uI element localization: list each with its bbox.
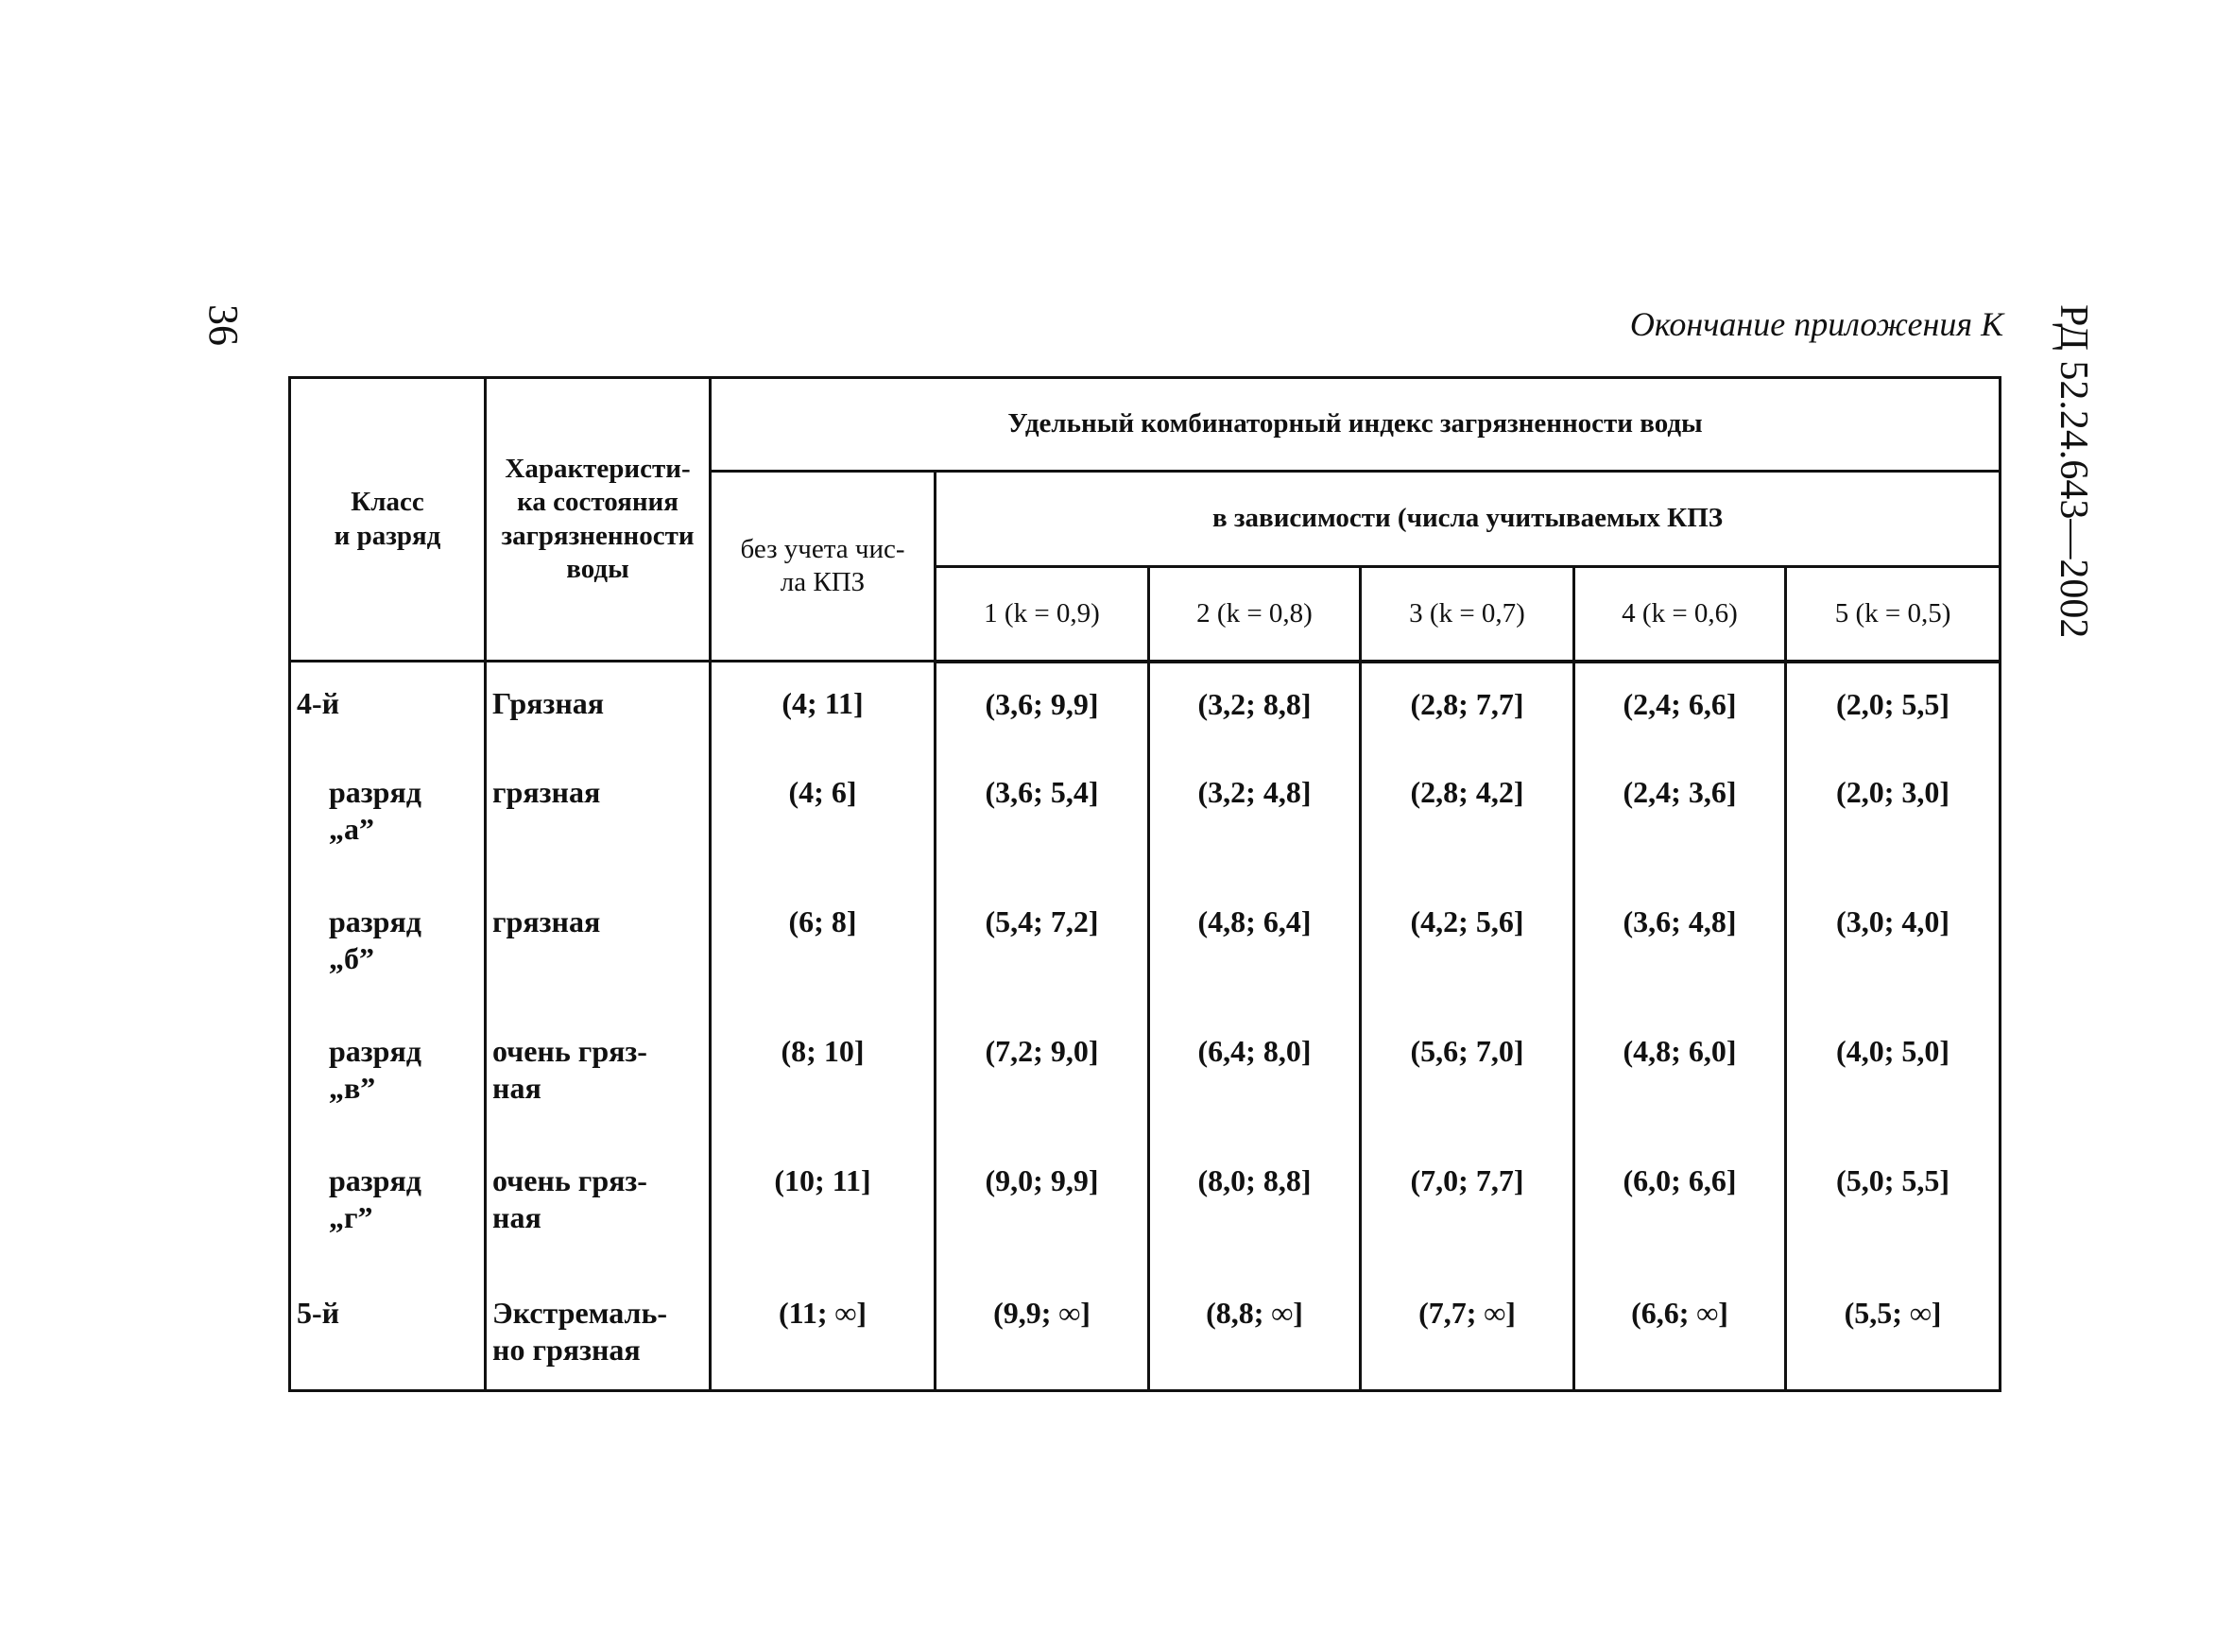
table-cell: разряд „в” — [288, 1009, 487, 1140]
table-cell: (5,5; ∞] — [1783, 1271, 2002, 1392]
table-cell: (5,0; 5,5] — [1783, 1139, 2002, 1272]
table-cell: (3,2; 8,8] — [1147, 661, 1362, 751]
page-number: 36 — [200, 304, 247, 346]
table-cell: (8,0; 8,8] — [1147, 1139, 1362, 1272]
table-cell: (9,9; ∞] — [934, 1271, 1150, 1392]
table-cell: (3,0; 4,0] — [1783, 880, 2002, 1010]
table-cell: (10; 11] — [709, 1139, 936, 1272]
caption: Окончание приложения К — [1629, 305, 2003, 343]
table-cell: (5,4; 7,2] — [934, 880, 1150, 1010]
table-cell: (3,6; 5,4] — [934, 750, 1150, 881]
table-body: 4-й Грязная (4; 11] (3,6; 9,9] (3,2; 8,8] (2,… — [288, 661, 2002, 1392]
table-cell: (7,7; ∞] — [1359, 1271, 1575, 1392]
table-row: разряд „в” очень гряз- ная (8; 10] (7,2; 9,… — [288, 1009, 2002, 1140]
table-cell: разряд „а” — [288, 750, 487, 881]
table-cell: (2,8; 7,7] — [1359, 661, 1575, 751]
table-cell: (3,2; 4,8] — [1147, 750, 1362, 881]
table-row: 5-й Экстремаль- но грязная (11; ∞] (9,9; ∞]… — [288, 1271, 2002, 1392]
table-cell: очень гряз- ная — [484, 1139, 712, 1272]
table-cell: (4,2; 5,6] — [1359, 880, 1575, 1010]
table-cell: (6,4; 8,0] — [1147, 1009, 1362, 1140]
header-cell: 2 (k = 0,8) — [1147, 565, 1362, 663]
header-cell: 1 (k = 0,9) — [934, 565, 1150, 663]
header-cell: без учета чис- ла КПЗ — [709, 470, 936, 663]
table-row: 4-й Грязная (4; 11] (3,6; 9,9] (3,2; 8,8] (2,… — [288, 661, 2002, 751]
document-code: РД 52.24.643—2002 — [2052, 304, 2095, 639]
table-row: разряд „г” очень гряз- ная (10; 11] (9,0; 9… — [288, 1139, 2002, 1272]
table-cell: разряд „г” — [288, 1139, 487, 1272]
table-cell: Грязная — [484, 661, 712, 751]
table-cell: 4-й — [288, 661, 487, 751]
table-cell: (2,0; 5,5] — [1783, 661, 2002, 751]
table-cell: (2,8; 4,2] — [1359, 750, 1575, 881]
header-cell: 5 (k = 0,5) — [1783, 565, 2002, 663]
table-cell: (2,4; 3,6] — [1572, 750, 1787, 881]
table-row: разряд „а” грязная (4; 6] (3,6; 5,4] (3,2; 4… — [288, 750, 2002, 881]
table-cell: (9,0; 9,9] — [934, 1139, 1150, 1272]
header-cell: Удельный комбинаторный индекс загрязненн… — [708, 376, 2002, 473]
table-cell: разряд „б” — [288, 880, 487, 1010]
table-cell: (2,4; 6,6] — [1572, 661, 1787, 751]
table-cell: (8,8; ∞] — [1147, 1271, 1362, 1392]
table-cell: (4,8; 6,0] — [1572, 1009, 1787, 1140]
table-cell: (3,6; 9,9] — [934, 661, 1150, 751]
table-cell: (4; 6] — [709, 750, 936, 881]
header-cell: Класс и разряд — [288, 376, 487, 663]
table-cell: Экстремаль- но грязная — [484, 1271, 712, 1392]
table-cell: грязная — [484, 750, 712, 881]
table-cell: (7,0; 7,7] — [1359, 1139, 1575, 1272]
table-cell: грязная — [484, 880, 712, 1010]
table-cell: (4,8; 6,4] — [1147, 880, 1362, 1010]
table-cell: 5-й — [288, 1271, 487, 1392]
table-cell: (11; ∞] — [709, 1271, 936, 1392]
table-cell: (5,6; 7,0] — [1359, 1009, 1575, 1140]
table-cell: (2,0; 3,0] — [1783, 750, 2002, 881]
table-cell: (7,2; 9,0] — [934, 1009, 1150, 1140]
table-cell: (4; 11] — [709, 661, 936, 751]
table-cell: (8; 10] — [709, 1009, 936, 1140]
header-cell: Характеристи- ка состояния загрязненност… — [484, 376, 712, 663]
table-cell: (3,6; 4,8] — [1572, 880, 1787, 1010]
header-cell: в зависимости (числа учитываемых КПЗ — [933, 470, 2002, 568]
header-cell: 4 (k = 0,6) — [1572, 565, 1787, 663]
header-cell: 3 (k = 0,7) — [1359, 565, 1575, 663]
table-cell: очень гряз- ная — [484, 1009, 712, 1140]
table-cell: (6,6; ∞] — [1572, 1271, 1787, 1392]
table-row: разряд „б” грязная (6; 8] (5,4; 7,2] (4,8; 6… — [288, 880, 2002, 1010]
table-cell: (4,0; 5,0] — [1783, 1009, 2002, 1140]
table-header: Класс и разряд Характеристи- ка состояни… — [288, 376, 2002, 663]
table-cell: (6; 8] — [709, 880, 936, 1010]
table-cell: (6,0; 6,6] — [1572, 1139, 1787, 1272]
table: Класс и разряд Характеристи- ка состояни… — [288, 376, 2002, 1392]
